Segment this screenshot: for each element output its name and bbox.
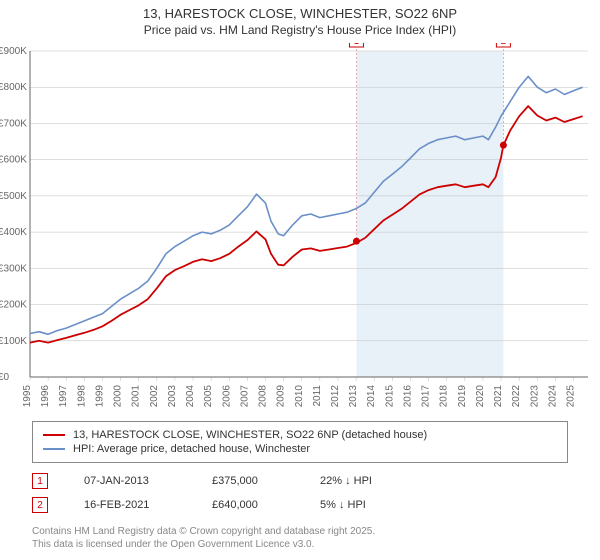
svg-text:2007: 2007 — [239, 385, 250, 408]
svg-text:2005: 2005 — [203, 385, 214, 408]
svg-text:2: 2 — [501, 43, 507, 47]
svg-text:£600K: £600K — [0, 155, 27, 166]
svg-text:2021: 2021 — [493, 385, 504, 408]
svg-text:£100K: £100K — [0, 336, 27, 347]
legend-label: HPI: Average price, detached house, Winc… — [73, 443, 310, 455]
svg-text:£700K: £700K — [0, 118, 27, 129]
legend-item: HPI: Average price, detached house, Winc… — [43, 442, 557, 456]
svg-text:2006: 2006 — [221, 385, 232, 408]
svg-text:1995: 1995 — [22, 385, 33, 408]
svg-text:2000: 2000 — [113, 385, 124, 408]
svg-text:2015: 2015 — [384, 385, 395, 408]
svg-text:£0: £0 — [0, 372, 10, 383]
svg-text:2010: 2010 — [294, 385, 305, 408]
ref-date: 07-JAN-2013 — [84, 475, 194, 487]
attribution-line1: Contains HM Land Registry data © Crown c… — [32, 525, 568, 538]
svg-text:£400K: £400K — [0, 227, 27, 238]
ref-marker-box: 2 — [32, 497, 48, 513]
legend-box: 13, HARESTOCK CLOSE, WINCHESTER, SO22 6N… — [32, 421, 568, 463]
line-chart: £0 £100K £200K £300K £400K £500K £600K £700K £80… — [0, 43, 600, 413]
svg-text:2017: 2017 — [421, 385, 432, 408]
ref-row: 2 16-FEB-2021 £640,000 5% ↓ HPI — [32, 493, 568, 517]
reference-points: 1 07-JAN-2013 £375,000 22% ↓ HPI 2 16-FEB-202… — [32, 469, 568, 517]
svg-text:2016: 2016 — [402, 385, 413, 408]
svg-text:2018: 2018 — [439, 385, 450, 408]
svg-text:1996: 1996 — [40, 385, 51, 408]
svg-text:£500K: £500K — [0, 191, 27, 202]
ref-row: 1 07-JAN-2013 £375,000 22% ↓ HPI — [32, 469, 568, 493]
svg-text:£300K: £300K — [0, 263, 27, 274]
svg-text:1998: 1998 — [76, 385, 87, 408]
svg-text:1999: 1999 — [94, 385, 105, 408]
svg-text:2023: 2023 — [529, 385, 540, 408]
svg-text:2012: 2012 — [330, 385, 341, 408]
svg-text:1997: 1997 — [58, 385, 69, 408]
svg-text:2020: 2020 — [475, 385, 486, 408]
svg-text:2024: 2024 — [547, 385, 558, 408]
chart-title-line1: 13, HARESTOCK CLOSE, WINCHESTER, SO22 6N… — [0, 0, 600, 23]
svg-text:2009: 2009 — [276, 385, 287, 408]
svg-text:£200K: £200K — [0, 300, 27, 311]
ref-diff: 5% ↓ HPI — [320, 499, 366, 511]
attribution-line2: This data is licensed under the Open Gov… — [32, 538, 568, 551]
svg-text:1: 1 — [354, 43, 360, 47]
svg-text:£900K: £900K — [0, 46, 27, 57]
ref-price: £640,000 — [212, 499, 302, 511]
legend-item: 13, HARESTOCK CLOSE, WINCHESTER, SO22 6N… — [43, 428, 557, 442]
legend-swatch — [43, 448, 65, 450]
svg-text:2003: 2003 — [167, 385, 178, 408]
svg-text:2002: 2002 — [149, 385, 160, 408]
svg-text:2022: 2022 — [511, 385, 522, 408]
svg-text:2004: 2004 — [185, 385, 196, 408]
attribution: Contains HM Land Registry data © Crown c… — [32, 525, 568, 551]
ref-price: £375,000 — [212, 475, 302, 487]
svg-text:2011: 2011 — [312, 385, 323, 407]
svg-text:2008: 2008 — [258, 385, 269, 408]
svg-text:2025: 2025 — [566, 385, 577, 408]
svg-text:2014: 2014 — [366, 385, 377, 408]
svg-text:2013: 2013 — [348, 385, 359, 408]
ref-diff: 22% ↓ HPI — [320, 475, 372, 487]
svg-text:£800K: £800K — [0, 82, 27, 93]
chart-container: £0 £100K £200K £300K £400K £500K £600K £700K £80… — [0, 43, 600, 413]
svg-text:2019: 2019 — [457, 385, 468, 408]
chart-title-line2: Price paid vs. HM Land Registry's House … — [0, 23, 600, 43]
legend-label: 13, HARESTOCK CLOSE, WINCHESTER, SO22 6N… — [73, 429, 427, 441]
ref-marker-box: 1 — [32, 473, 48, 489]
ref-date: 16-FEB-2021 — [84, 499, 194, 511]
svg-text:2001: 2001 — [131, 385, 142, 408]
legend-swatch — [43, 434, 65, 436]
